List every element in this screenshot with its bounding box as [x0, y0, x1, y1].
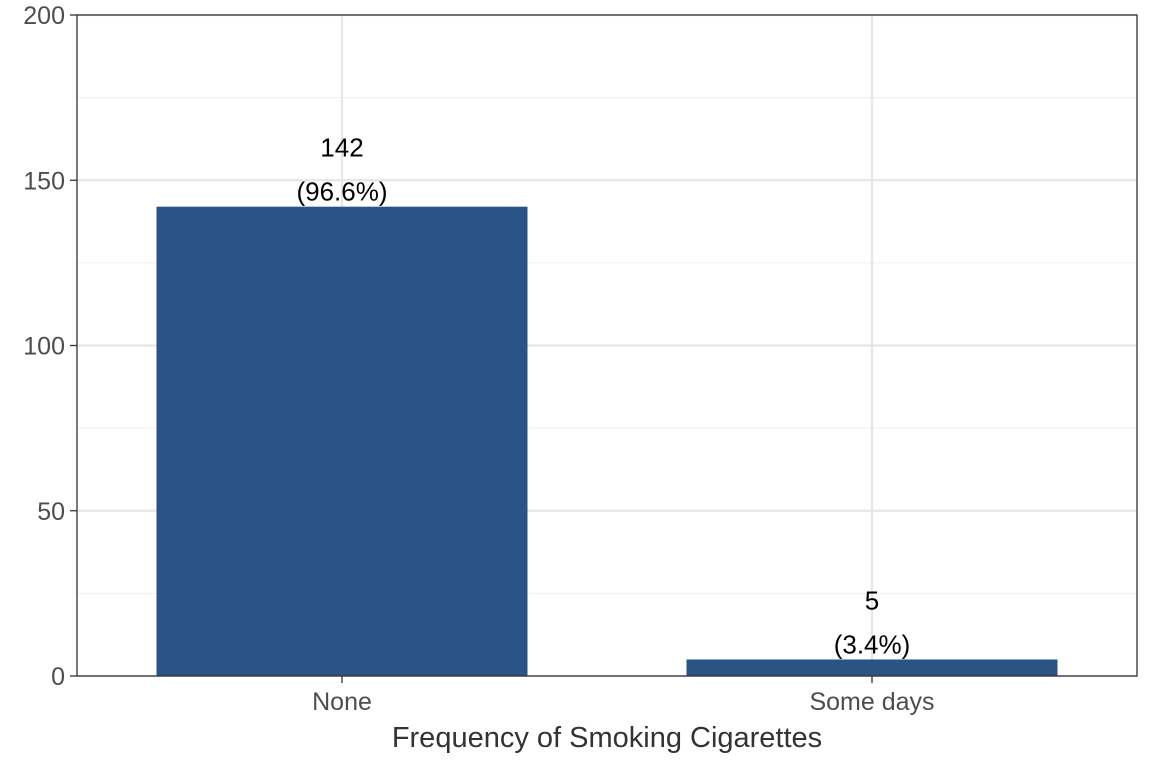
x-tick-label: None: [312, 688, 372, 716]
data-label-percent: (96.6%): [296, 177, 387, 207]
bar-none: [156, 206, 528, 676]
data-label-count: 142: [320, 133, 363, 163]
bar-some-days: [686, 659, 1058, 676]
y-tick-label: 50: [37, 498, 65, 526]
data-labels: 142 (96.6%) 5 (3.4%): [296, 133, 910, 660]
x-tick-label: Some days: [809, 688, 934, 716]
axes: 0 50 100 150 200 None Some days: [23, 2, 934, 716]
y-tick-label: 0: [51, 663, 65, 691]
data-label-count: 5: [865, 585, 879, 615]
data-label-percent: (3.4%): [834, 629, 911, 659]
bars: [156, 206, 1058, 676]
x-axis-title: Frequency of Smoking Cigarettes: [392, 722, 822, 754]
y-tick-label: 200: [23, 2, 65, 30]
y-tick-label: 100: [23, 333, 65, 361]
y-tick-label: 150: [23, 167, 65, 195]
